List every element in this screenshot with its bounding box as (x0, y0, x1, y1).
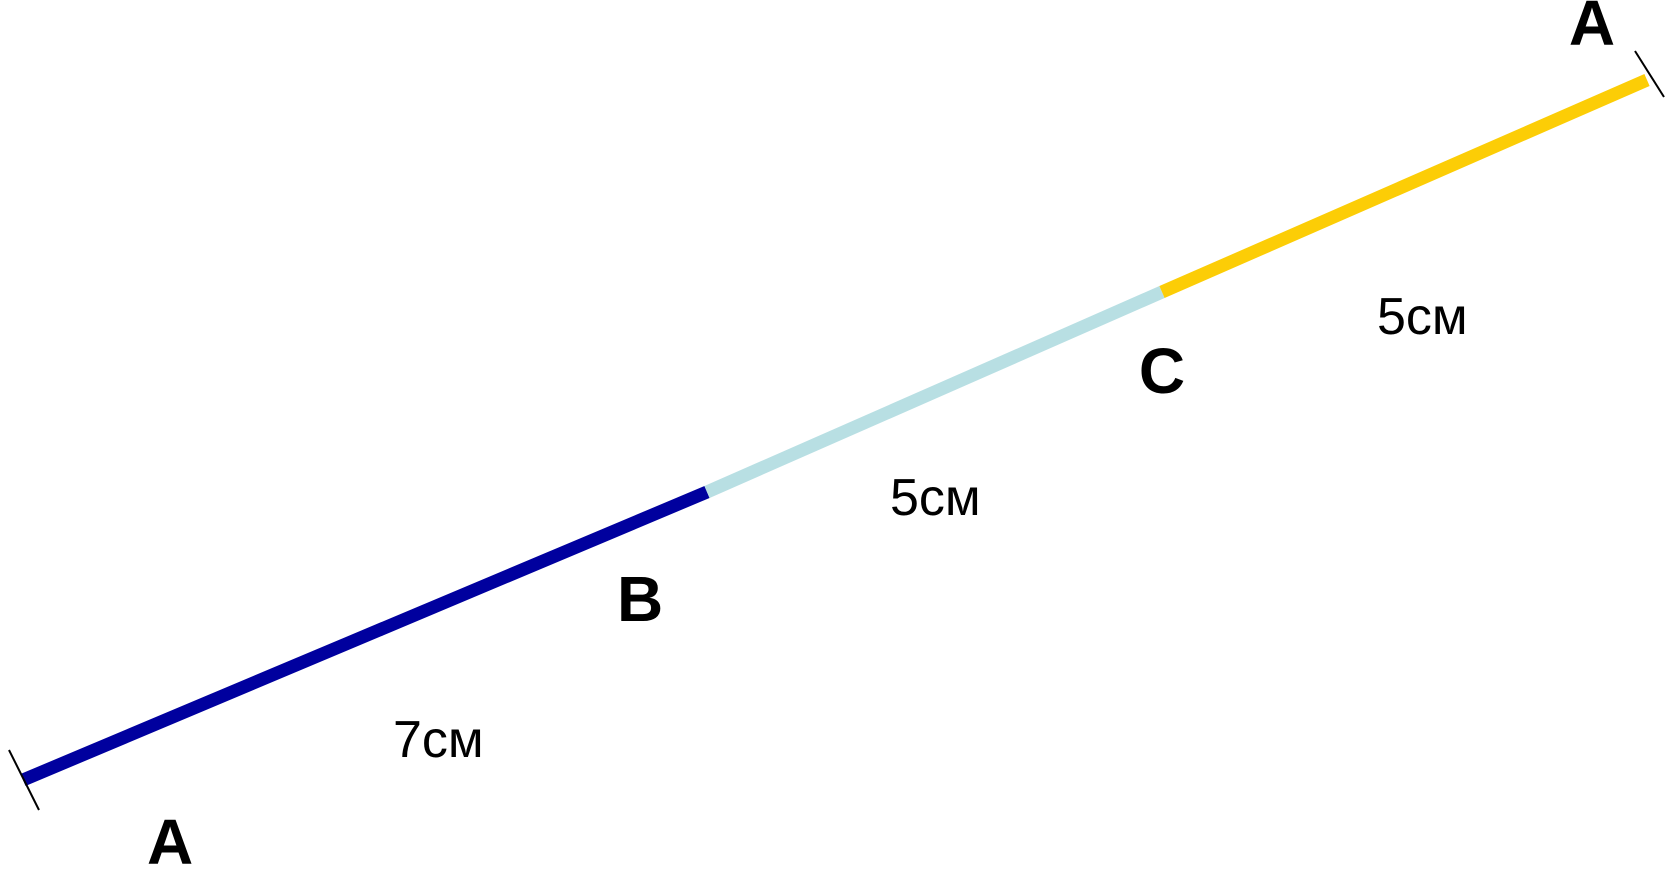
point-label-a-end: A (1569, 0, 1615, 59)
segment-ca (1159, 74, 1650, 298)
length-label-bc: 5см (890, 469, 981, 527)
end-tick-mark (1634, 50, 1665, 98)
point-label-b: B (617, 563, 663, 635)
point-label-c: C (1139, 335, 1185, 407)
length-label-ca: 5см (1377, 288, 1468, 346)
start-tick-mark (8, 749, 40, 811)
segment-ab (20, 486, 710, 786)
length-label-ab: 7см (393, 711, 484, 769)
segment-bc (704, 286, 1165, 498)
point-label-a-start: A (147, 806, 193, 869)
